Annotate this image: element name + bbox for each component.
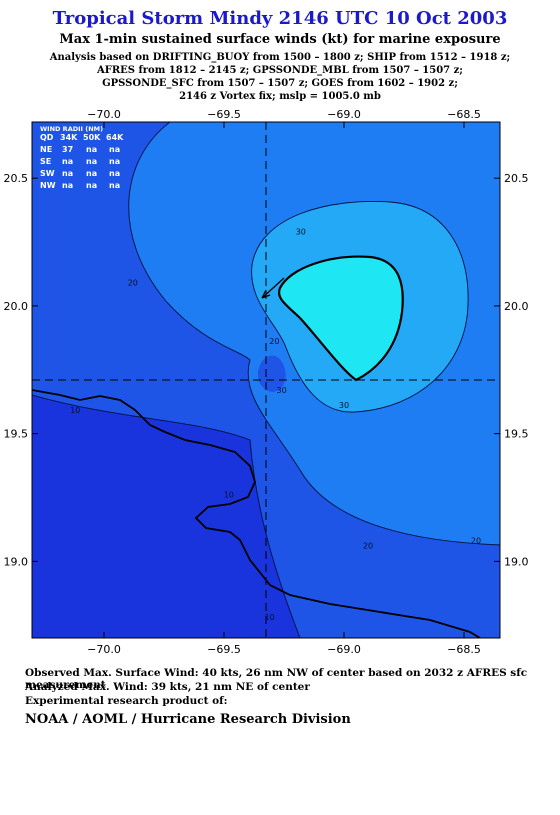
wind-chart: 10 10 10 20 20 20 20 30 30 30 −70.0 −70.0 −69.5 −69.… <box>4 108 529 656</box>
y-tick-label-right: 19.0 <box>504 555 529 568</box>
x-tick-label-top: −68.5 <box>447 108 481 121</box>
wind-radii-cell: na <box>62 181 73 190</box>
wind-radii-cell: SW <box>40 169 55 178</box>
contour-label: 30 <box>339 401 349 410</box>
wind-radii-cell: NW <box>40 181 56 190</box>
contour-label: 20 <box>471 536 481 545</box>
contour-label: 20 <box>269 337 279 346</box>
wind-radii-col-0: QD <box>40 133 54 142</box>
wind-radii-cell: na <box>109 181 120 190</box>
x-tick-label-bottom: −70.0 <box>87 643 121 656</box>
x-tick-label-bottom: −69.5 <box>207 643 241 656</box>
wind-radii-cell: na <box>62 169 73 178</box>
wind-radii-cell: 37 <box>62 145 73 154</box>
y-tick-label-left: 19.0 <box>4 555 29 568</box>
experimental-note: Experimental research product of: <box>25 695 228 707</box>
band-below-10 <box>32 395 300 638</box>
observed-max-wind: Observed Max. Surface Wind: 40 kts, 26 n… <box>25 667 528 691</box>
y-tick-label-left: 19.5 <box>4 428 29 441</box>
wind-radii-title: WIND RADII (NM) <box>40 125 103 133</box>
y-tick-label-right: 20.0 <box>504 300 529 313</box>
wind-radii-cell: na <box>86 169 97 178</box>
analysis-line-2: AFRES from 1812 – 2145 z; GPSSONDE_MBL f… <box>96 65 463 76</box>
wind-radii-cell: na <box>62 157 73 166</box>
wind-radii-cell: SE <box>40 157 51 166</box>
band-inner-eye <box>257 355 286 392</box>
wind-radii-col-2: 50K <box>83 133 101 142</box>
wind-radii-cell: na <box>86 157 97 166</box>
contour-label: 20 <box>363 542 373 551</box>
wind-radii-cell: na <box>109 145 120 154</box>
analyzed-max-wind: Analyzed Max. Wind: 39 kts, 21 nm NE of … <box>25 681 310 693</box>
chart-subtitle: Max 1-min sustained surface winds (kt) f… <box>59 32 501 47</box>
x-tick-label-bottom: −69.0 <box>327 643 361 656</box>
wind-radii-col-1: 34K <box>60 133 78 142</box>
coastline <box>32 389 481 638</box>
wind-radii-col-3: 64K <box>106 133 124 142</box>
contour-label: 30 <box>277 386 287 395</box>
x-tick-label-bottom: −68.5 <box>447 643 481 656</box>
contour-label: 10 <box>265 613 275 622</box>
band-39-plus <box>279 256 403 380</box>
contour-39 <box>277 255 404 382</box>
x-tick-label-top: −69.5 <box>207 108 241 121</box>
analysis-line-3: GPSSONDE_SFC from 1507 – 1507 z; GOES fr… <box>102 78 458 89</box>
contour-label: 10 <box>224 491 234 500</box>
wind-radii-cell: NE <box>40 145 52 154</box>
contour-label: 30 <box>296 227 306 236</box>
contour-10 <box>32 394 301 638</box>
y-tick-label-left: 20.0 <box>4 300 29 313</box>
analysis-line-1: Analysis based on DRIFTING_BUOY from 150… <box>49 52 511 63</box>
contour-label: 20 <box>128 278 138 287</box>
y-tick-label-right: 20.5 <box>504 172 529 185</box>
x-tick-label-top: −70.0 <box>87 108 121 121</box>
y-tick-label-right: 19.5 <box>504 428 529 441</box>
plot-frame <box>31 121 501 639</box>
x-tick-label-top: −69.0 <box>327 108 361 121</box>
contour-label: 10 <box>70 406 80 415</box>
wind-radii-table: WIND RADII (NM) QD 34K 50K 64K NE 37 na … <box>40 125 124 190</box>
wind-radii-cell: na <box>109 157 120 166</box>
organization: NOAA / AOML / Hurricane Research Divisio… <box>25 712 351 727</box>
wind-radii-cell: na <box>109 169 120 178</box>
contour-20 <box>128 122 500 546</box>
chart-title: Tropical Storm Mindy 2146 UTC 10 Oct 200… <box>52 8 508 29</box>
wind-radii-cell: na <box>86 145 97 154</box>
contour-30 <box>251 201 469 413</box>
y-tick-label-left: 20.5 <box>4 172 29 185</box>
analysis-line-4: 2146 z Vortex fix; mslp = 1005.0 mb <box>179 91 381 102</box>
wind-radii-cell: na <box>86 181 97 190</box>
